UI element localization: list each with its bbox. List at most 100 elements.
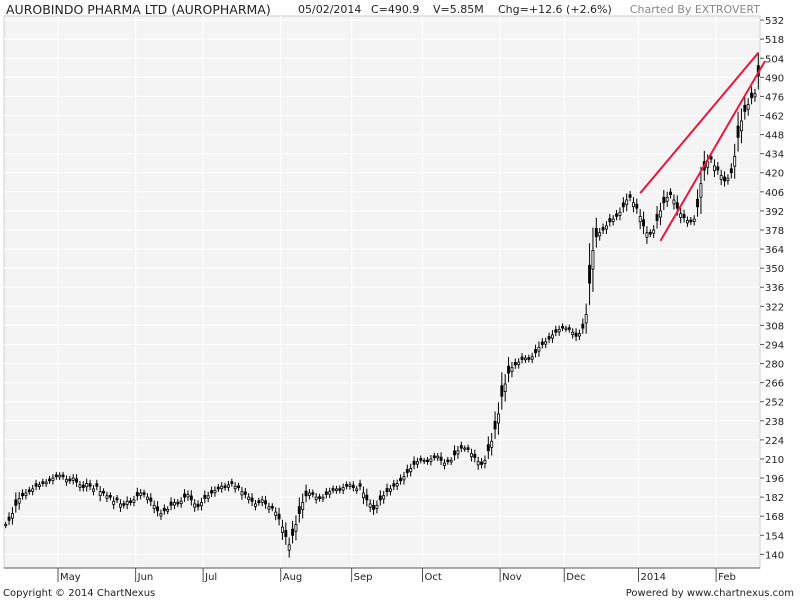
candle-body [41,481,45,484]
candle-body [243,491,247,495]
candle-body [415,461,419,465]
candle-body [557,329,561,333]
candle-body [237,485,241,488]
candle-body [314,496,318,500]
candle-body [68,478,72,482]
candle-body [429,458,433,462]
candle-body [689,219,693,223]
candle-body [395,483,399,487]
candle-body [594,228,598,238]
candle-body [507,365,511,374]
candle-body [388,488,392,492]
candle-body [250,497,254,502]
y-tick-label: 280 [765,360,784,371]
candle-body [608,218,612,223]
candle-body [277,513,281,520]
candle-body [412,460,416,465]
x-axis: May Jun Jul Aug Sep Oct Nov Dec 2014 Feb [4,567,760,583]
candle-body [544,341,548,345]
powered-by-link[interactable]: Powered by www.chartnexus.com [625,588,794,599]
candle-body [88,483,92,487]
y-tick-label: 476 [765,92,784,103]
candle-body [301,502,305,510]
y-tick-label: 252 [765,398,784,409]
candle-body [638,215,642,223]
candle-body [675,202,679,209]
candle-body [297,506,301,514]
candle-body [7,516,11,521]
candlestick-series [4,52,760,558]
candle-body [345,484,349,487]
candle-body [564,327,568,330]
candle-body [493,420,497,430]
candle-body [287,544,291,551]
candle-body [716,166,720,171]
candle-body [115,497,119,501]
candle-body [108,495,112,498]
candle-body [419,458,423,461]
candle-body [753,93,757,98]
candle-body [78,484,82,488]
candle-body [31,488,35,492]
candle-body [635,203,639,209]
candle-body [658,210,662,218]
candle-body [142,492,146,495]
candle-body [199,502,203,507]
x-tick-label: Feb [718,572,736,583]
candle-body [284,530,288,538]
candle-body [709,156,713,160]
charted-by-credit: Charted By EXTROVERT [629,3,760,16]
candle-body [334,488,338,492]
x-tick-label: Dec [566,572,585,583]
candle-body [247,496,251,500]
candle-body [719,175,723,180]
candle-body [196,503,200,508]
x-tick-label: Oct [425,572,442,583]
candle-body [733,155,737,167]
y-tick-label: 406 [765,188,784,199]
candle-body [358,483,362,487]
candle-body [405,469,409,473]
candle-body [699,183,703,198]
quote-date: 05/02/2014 [298,3,362,16]
y-tick-label: 462 [765,111,784,122]
candle-body [696,198,700,208]
candle-body [264,500,268,505]
candle-body [270,505,274,509]
y-tick-label: 168 [765,512,784,523]
candle-body [645,232,649,238]
y-tick-label: 420 [765,169,784,180]
volume-value: V=5.85M [433,3,484,16]
candle-body [679,213,683,218]
candle-body [71,477,75,481]
candle-body [726,177,730,182]
candle-body [81,484,85,488]
candle-body [226,484,230,488]
candle-body [628,194,632,198]
candle-body [449,459,453,463]
candle-body [328,491,332,495]
candle-body [132,499,136,503]
x-tick-label: Jun [137,572,154,583]
candle-body [648,231,652,235]
candle-body [331,488,335,491]
y-tick-label: 154 [765,531,784,542]
candle-body [156,506,160,512]
candle-body [729,168,733,174]
candle-body [672,199,676,205]
candle-body [372,505,376,510]
y-tick-label: 322 [765,302,784,313]
candle-body [162,507,166,512]
candle-body [189,495,193,501]
y-tick-label: 350 [765,264,784,275]
candle-body [216,486,220,490]
candle-body [280,526,284,533]
candle-body [496,413,500,424]
candle-body [206,495,210,499]
candle-body [480,461,484,465]
candle-body [294,523,298,532]
candle-body [172,502,176,506]
candle-body [304,490,308,497]
candle-body [233,485,237,490]
